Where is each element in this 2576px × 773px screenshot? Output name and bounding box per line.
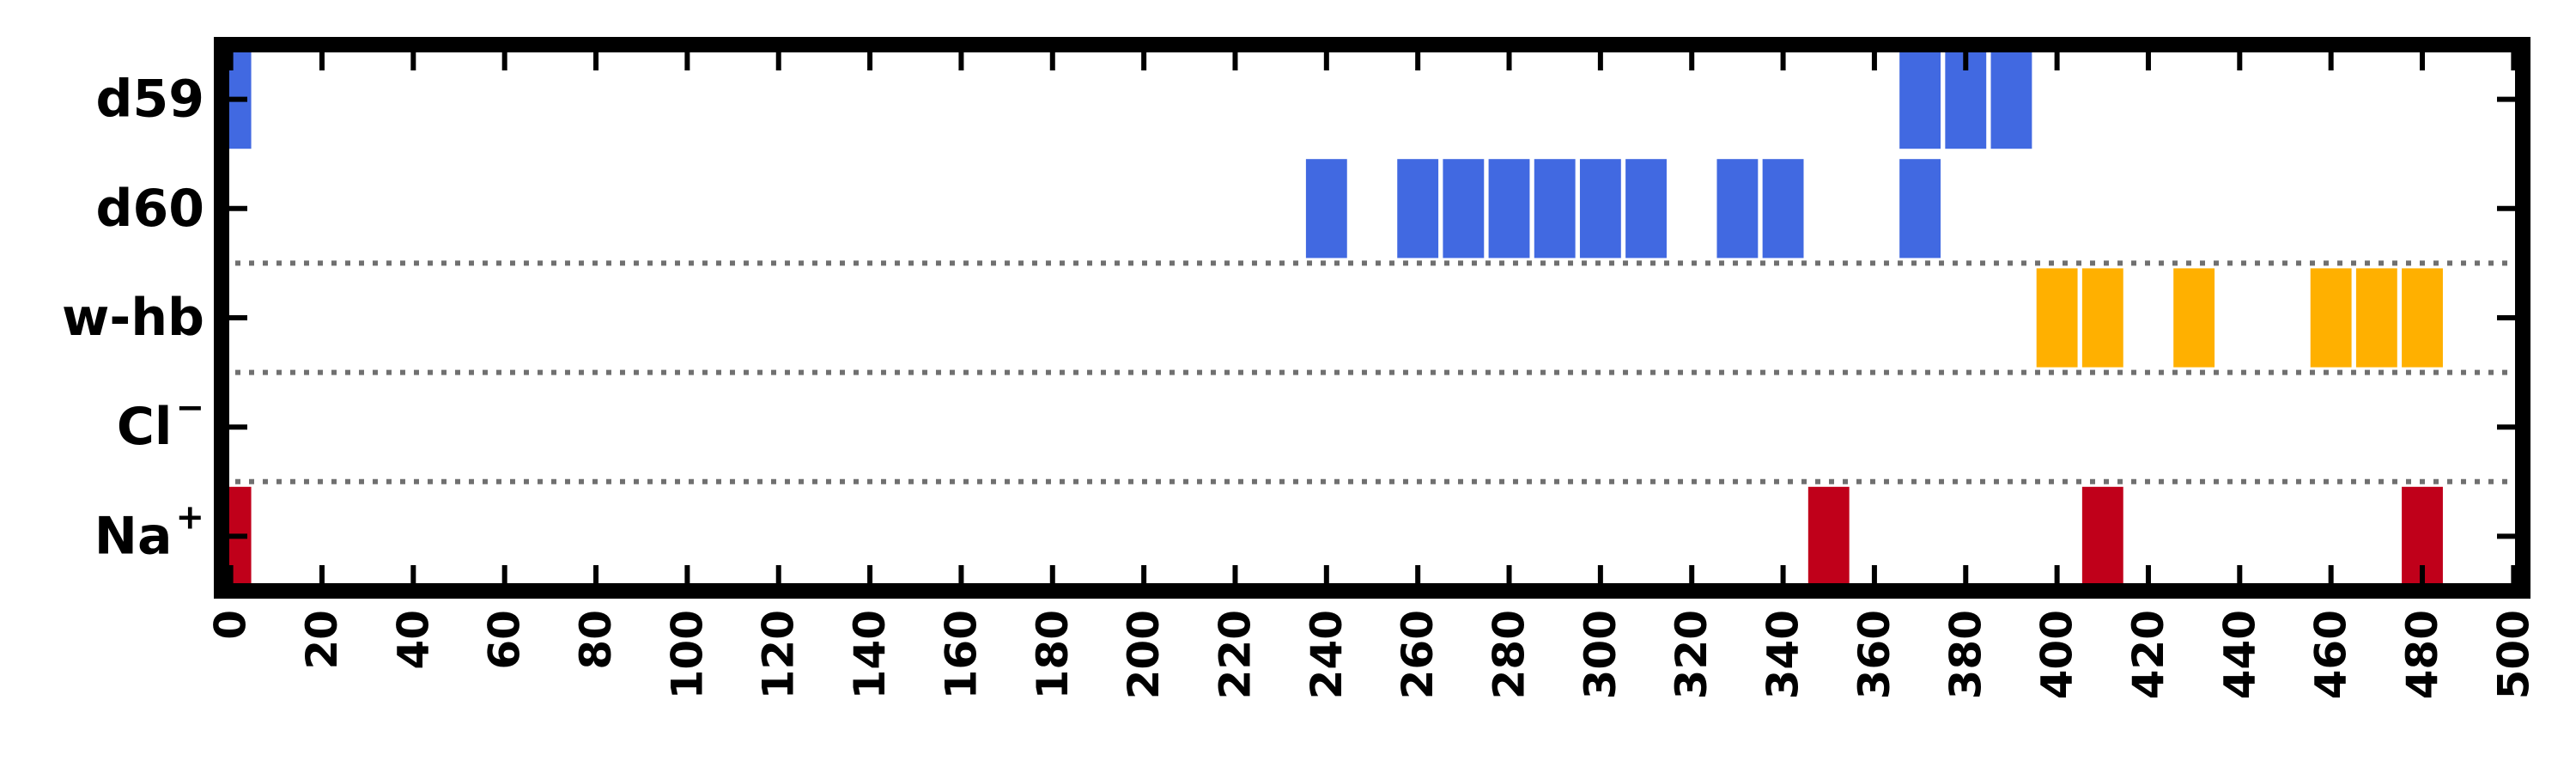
x-tick-label-7: 140: [845, 610, 895, 699]
plot-frame: [214, 37, 2530, 599]
x-tick-label-20: 400: [2032, 610, 2082, 699]
x-tick-label-24: 480: [2397, 610, 2447, 699]
event-bar-d60-6: [1625, 159, 1667, 259]
x-tick-label-1: 20: [297, 610, 347, 670]
x-tick-label-11: 220: [1210, 610, 1260, 699]
event-bar-na-2: [2081, 486, 2123, 586]
x-tick-label-22: 440: [2215, 610, 2264, 699]
x-tick-label-14: 280: [1485, 610, 1534, 699]
x-tick-label-3: 60: [480, 610, 530, 670]
x-tick-label-9: 180: [1028, 610, 1078, 699]
y-tick-label-d59: d59: [96, 70, 204, 130]
event-bar-d60-5: [1579, 159, 1621, 259]
event-bar-w-hb-0: [2036, 268, 2078, 368]
y-tick-labels: d59 d60 w-hb Cl − Na +: [62, 70, 204, 567]
x-tick-label-4: 80: [571, 610, 621, 670]
x-tick-label-18: 360: [1850, 610, 1899, 699]
event-bar-w-hb-4: [2355, 268, 2397, 368]
y-tick-label-superscript: +: [175, 497, 204, 537]
event-bar-d60-4: [1534, 159, 1576, 259]
x-tick-label-15: 300: [1576, 610, 1625, 699]
event-bar-d60-7: [1716, 159, 1759, 259]
event-bar-d60-2: [1443, 159, 1485, 259]
y-tick-label-na: Na +: [94, 497, 204, 566]
x-tick-label-5: 100: [662, 610, 712, 699]
event-bar-d59-1: [1899, 50, 1941, 149]
event-bar-d60-0: [1305, 159, 1347, 259]
y-tick-label-d60: d60: [96, 179, 204, 239]
event-bar-w-hb-2: [2173, 268, 2215, 368]
x-tick-label-16: 320: [1667, 610, 1716, 699]
x-tick-label-10: 200: [1119, 610, 1169, 699]
y-tick-label-cl: Cl −: [117, 388, 204, 457]
x-tick-label-2: 40: [388, 610, 438, 670]
event-bar-w-hb-5: [2402, 268, 2443, 368]
x-tick-label-13: 260: [1393, 610, 1443, 699]
x-tick-label-21: 420: [2123, 610, 2173, 699]
x-tick-label-8: 160: [936, 610, 986, 699]
event-bar-d60-3: [1488, 159, 1530, 259]
event-bar-w-hb-1: [2081, 268, 2123, 368]
event-bar-na-1: [1807, 486, 1850, 586]
x-tick-label-6: 120: [754, 610, 804, 699]
x-tick-label-23: 460: [2306, 610, 2356, 699]
x-tick-labels: 0 20 40 60 80 100 120 140 160 180 200 220 240 260 280 3…: [206, 610, 2539, 699]
event-bar-d60-8: [1762, 159, 1804, 259]
y-tick-label-w-hb: w-hb: [62, 288, 204, 348]
event-bar-w-hb-3: [2310, 268, 2352, 368]
event-bar-d59-3: [1990, 50, 2032, 149]
event-bars: [222, 50, 2443, 586]
x-tick-label-25: 500: [2488, 610, 2538, 699]
y-tick-label-superscript: −: [175, 388, 204, 428]
x-tick-label-17: 340: [1759, 610, 1808, 699]
x-tick-label-12: 240: [1302, 610, 1352, 699]
event-bar-d60-1: [1397, 159, 1439, 259]
x-tick-label-0: 0: [206, 610, 256, 640]
event-bar-d60-9: [1899, 159, 1941, 259]
x-tick-label-19: 380: [1941, 610, 1990, 699]
